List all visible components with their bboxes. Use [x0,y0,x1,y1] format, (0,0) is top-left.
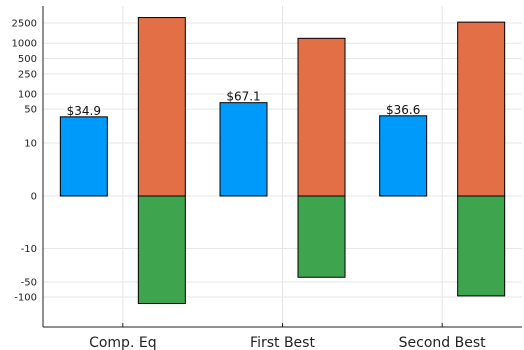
x-tick-label: First Best [250,335,315,350]
y-tick-label: 10 [24,138,37,149]
bar [137,17,186,197]
y-tick-label: 100 [18,89,37,100]
y-tick-label: 500 [18,54,37,65]
y-tick-label: 2500 [12,19,37,30]
bars [59,17,506,305]
y-tick-label: 1000 [12,39,37,50]
bar [59,116,108,197]
bar [457,21,506,197]
bar [457,195,506,297]
y-tick-label: 0 [31,192,37,203]
bar [379,115,428,197]
y-tick-label: 250 [18,69,37,80]
y-tick-label: -100 [14,293,37,304]
bar [297,195,346,278]
y-tick-label: -50 [21,278,37,289]
y-tick-label: -10 [21,244,37,255]
x-tick-label: Second Best [399,335,486,350]
data-label: $36.6 [386,103,420,117]
bar [297,37,346,197]
bar [137,195,186,305]
data-labels: $34.9 $67.1 $36.6 [67,90,421,118]
data-label: $34.9 [67,104,101,118]
grid-lines [43,6,522,327]
y-tick-label: 50 [24,105,37,116]
x-tick-label: Comp. Eq [89,335,157,350]
bar [219,102,268,197]
data-label: $67.1 [226,90,260,104]
